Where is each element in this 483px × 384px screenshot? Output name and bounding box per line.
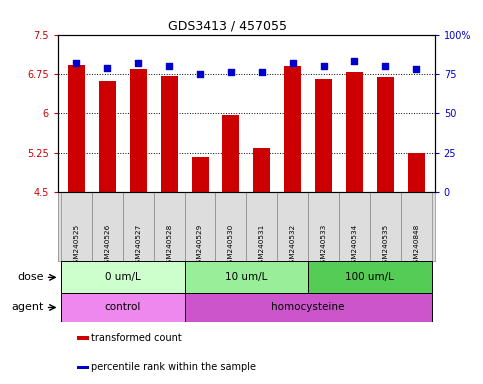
Bar	[154, 192, 185, 262]
Text: GSM240535: GSM240535	[382, 223, 388, 268]
Bar	[308, 192, 339, 262]
Bar	[77, 366, 89, 369]
Point	[382, 63, 389, 69]
Bar	[315, 79, 332, 192]
Bar	[401, 192, 432, 262]
Bar	[408, 153, 425, 192]
Point	[320, 63, 327, 69]
Bar	[185, 192, 215, 262]
Point	[196, 71, 204, 77]
Point	[72, 60, 80, 66]
Bar	[246, 192, 277, 262]
Bar	[185, 293, 432, 322]
Bar	[130, 69, 147, 192]
Text: transformed count: transformed count	[91, 333, 182, 343]
Text: GSM240528: GSM240528	[166, 223, 172, 268]
Text: GDS3413 / 457055: GDS3413 / 457055	[168, 20, 286, 33]
Point	[412, 66, 420, 72]
Bar	[61, 262, 185, 293]
Text: dose: dose	[17, 272, 44, 282]
Text: GSM240526: GSM240526	[104, 223, 111, 268]
Bar	[161, 76, 178, 192]
Bar	[68, 65, 85, 192]
Text: GSM240530: GSM240530	[228, 223, 234, 268]
Text: GSM240534: GSM240534	[352, 223, 357, 268]
Point	[165, 63, 173, 69]
Text: GSM240525: GSM240525	[73, 223, 80, 268]
Text: 0 um/L: 0 um/L	[105, 272, 141, 282]
Text: GSM240529: GSM240529	[197, 223, 203, 268]
Text: 10 um/L: 10 um/L	[225, 272, 268, 282]
Text: GSM240532: GSM240532	[290, 223, 296, 268]
Bar	[185, 262, 308, 293]
Bar	[370, 192, 401, 262]
Bar	[92, 192, 123, 262]
Point	[227, 70, 235, 76]
Bar	[277, 192, 308, 262]
Bar	[99, 81, 116, 192]
Text: 100 um/L: 100 um/L	[345, 272, 394, 282]
Point	[103, 65, 111, 71]
Point	[289, 60, 297, 66]
Bar	[346, 73, 363, 192]
Bar	[123, 192, 154, 262]
Bar	[284, 66, 301, 192]
Text: agent: agent	[12, 303, 44, 313]
Text: control: control	[105, 303, 141, 313]
Bar	[222, 115, 240, 192]
Bar	[308, 262, 432, 293]
Bar	[377, 77, 394, 192]
Bar	[61, 293, 185, 322]
Point	[351, 58, 358, 65]
Text: GSM240527: GSM240527	[135, 223, 141, 268]
Text: percentile rank within the sample: percentile rank within the sample	[91, 362, 256, 372]
Bar	[253, 147, 270, 192]
Point	[134, 60, 142, 66]
Bar	[215, 192, 246, 262]
Bar	[192, 157, 209, 192]
Bar	[339, 192, 370, 262]
Text: GSM240848: GSM240848	[413, 223, 419, 268]
Bar	[61, 192, 92, 262]
Text: homocysteine: homocysteine	[271, 303, 345, 313]
Point	[258, 70, 266, 76]
Bar	[77, 336, 89, 340]
Text: GSM240533: GSM240533	[321, 223, 327, 268]
Text: GSM240531: GSM240531	[259, 223, 265, 268]
